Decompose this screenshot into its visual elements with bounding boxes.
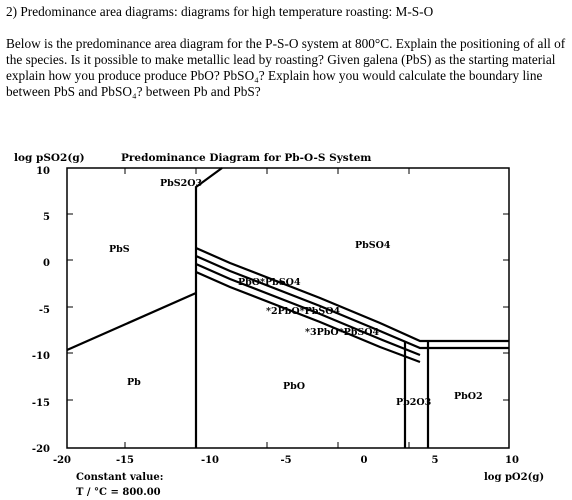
question-title: 2) Predominance area diagrams: diagrams … [6,4,434,19]
x-tick-labels: -20 -15 -10 -5 0 5 10 [53,455,519,466]
region-label-pbo-pbso4: PbO*PbSO4 [238,277,301,288]
region-labels: PbS2O3 PbS PbSO4 PbO*PbSO4 *2PbO*PbSO4 *… [109,178,483,408]
constant-label: Constant value: [76,472,163,483]
region-label-pbo2: PbO2 [454,391,483,402]
x-tick-label: -5 [280,455,291,466]
region-label-pb: Pb [127,377,141,388]
predominance-diagram: log pSO2(g) Predominance Diagram for Pb-… [14,152,544,498]
x-tick-label: -20 [53,455,71,466]
plot-frame [66,167,510,449]
y-axis-label: log pSO2(g) [14,152,85,164]
x-tick-label: 0 [361,455,368,466]
region-label-3pbo-pbso4: *3PbO*PbSO4 [305,327,380,338]
y-tick-label: 10 [36,166,50,177]
y-tick-label: 0 [43,258,50,269]
figure-title: Predominance Diagram for Pb-O-S System [121,152,371,164]
y-tick-label: 5 [43,212,50,223]
question-body: Below is the predominance area diagram f… [6,36,566,99]
region-label-pbo: PbO [283,381,305,392]
y-tick-labels: 10 5 0 -5 -10 -15 -20 [32,166,50,455]
x-axis-label: log pO2(g) [484,472,544,483]
region-label-pbso4: PbSO4 [355,240,391,251]
region-label-2pbo-pbso4: *2PbO*PbSO4 [266,306,341,317]
constant-value: T / °C = 800.00 [76,487,161,498]
y-tick-label: -10 [32,351,50,362]
x-tick-label: -10 [201,455,219,466]
region-label-pbs: PbS [109,244,130,255]
y-tick-label: -5 [39,305,50,316]
x-tick-label: -15 [116,455,134,466]
boundary-lines [66,167,509,448]
region-label-pbs2o3: PbS2O3 [160,178,202,189]
x-tick-label: 5 [432,455,439,466]
question-text: 2) Predominance area diagrams: diagrams … [6,4,568,100]
y-tick-label: -20 [32,444,50,455]
x-tick-label: 10 [505,455,519,466]
y-tick-label: -15 [32,398,50,409]
region-label-pb2o3: Pb2O3 [396,397,431,408]
